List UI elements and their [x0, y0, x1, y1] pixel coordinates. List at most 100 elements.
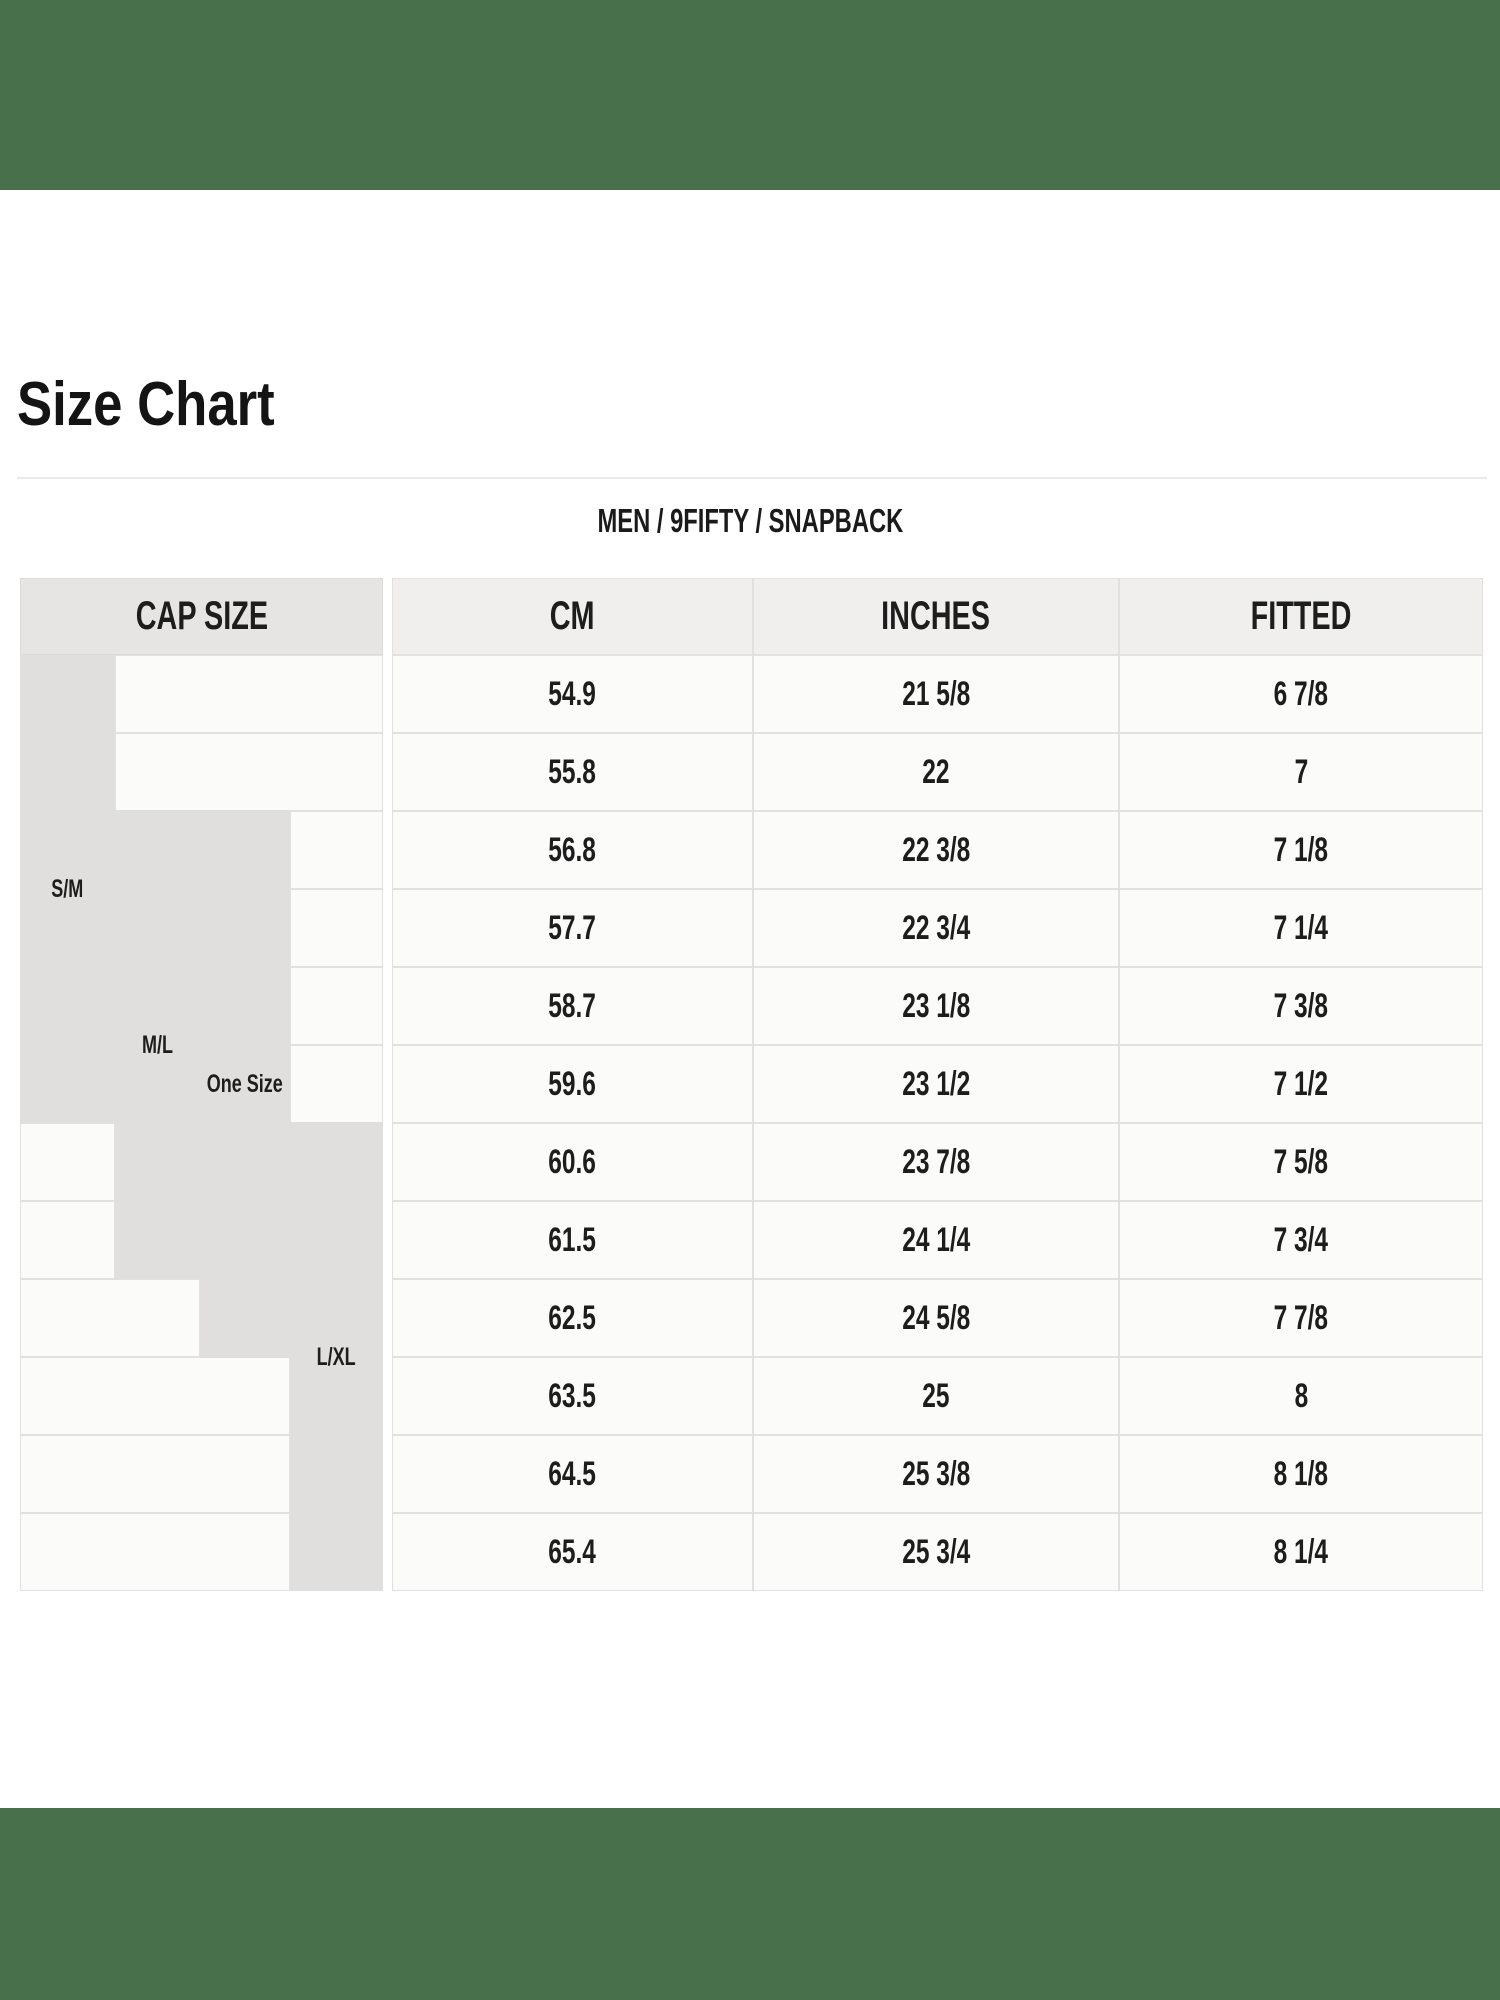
- inches-value: 24 1/4: [901, 1220, 971, 1259]
- cm-value: 56.8: [548, 830, 597, 869]
- cap-size-group-lxl: L/XL: [290, 1123, 383, 1591]
- inches-cell: 25 3/4: [753, 1513, 1119, 1591]
- inches-value: 25: [922, 1376, 950, 1415]
- column-header-cap-size: CAP SIZE: [20, 578, 383, 655]
- page-title-text: Size Chart: [17, 370, 275, 439]
- cm-value: 57.7: [548, 908, 597, 947]
- column-header-cm: CM: [392, 578, 753, 655]
- inches-cell: 23 1/8: [753, 967, 1119, 1045]
- cap-size-group-one-size: One Size: [200, 811, 290, 1357]
- inches-value: 23 7/8: [901, 1142, 971, 1181]
- cap-size-empty-cell: [290, 967, 383, 1045]
- cap-size-empty-cell: [115, 655, 383, 733]
- column-header-cm-text: CM: [550, 594, 595, 638]
- size-table: CAP SIZE CM INCHES FITTED S/M M/L One Si…: [20, 578, 1483, 1591]
- cm-cell: 65.4: [392, 1513, 753, 1591]
- cap-size-empty-cell: [20, 1279, 200, 1357]
- inches-value: 23 1/8: [901, 986, 971, 1025]
- cm-value: 61.5: [548, 1220, 597, 1259]
- bottom-green-band: [0, 1808, 1500, 2000]
- cap-size-empty-cell: [20, 1435, 290, 1513]
- title-divider: [17, 477, 1487, 479]
- cap-size-group-ml: M/L: [115, 811, 200, 1279]
- inches-cell: 24 5/8: [753, 1279, 1119, 1357]
- fitted-cell: 6 7/8: [1119, 655, 1483, 733]
- fitted-cell: 7 5/8: [1119, 1123, 1483, 1201]
- cap-size-group-one-size-label: One Size: [206, 1069, 284, 1098]
- fitted-cell: 7 3/8: [1119, 967, 1483, 1045]
- inches-cell: 22: [753, 733, 1119, 811]
- category-breadcrumb: MEN / 9FIFTY / SNAPBACK: [0, 502, 1500, 540]
- fitted-cell: 8 1/4: [1119, 1513, 1483, 1591]
- inches-value: 25 3/4: [901, 1532, 971, 1571]
- cap-size-empty-cell: [290, 811, 383, 889]
- fitted-value: 8: [1294, 1376, 1308, 1415]
- cm-cell: 59.6: [392, 1045, 753, 1123]
- cm-value: 62.5: [548, 1298, 597, 1337]
- cm-cell: 57.7: [392, 889, 753, 967]
- fitted-value: 7 7/8: [1273, 1298, 1329, 1337]
- fitted-value: 6 7/8: [1273, 674, 1329, 713]
- fitted-value: 7 3/4: [1273, 1220, 1329, 1259]
- inches-value: 22: [922, 752, 950, 791]
- cap-size-group-sm: S/M: [20, 655, 115, 1123]
- category-breadcrumb-text: MEN / 9FIFTY / SNAPBACK: [597, 502, 903, 539]
- inches-cell: 21 5/8: [753, 655, 1119, 733]
- fitted-cell: 7 7/8: [1119, 1279, 1483, 1357]
- cm-value: 55.8: [548, 752, 597, 791]
- fitted-value: 7 3/8: [1273, 986, 1329, 1025]
- column-header-fitted-text: FITTED: [1250, 594, 1352, 638]
- column-header-fitted: FITTED: [1119, 578, 1483, 655]
- cap-size-group-ml-label: M/L: [141, 1030, 173, 1059]
- column-header-inches-text: INCHES: [881, 594, 991, 638]
- fitted-cell: 7 1/8: [1119, 811, 1483, 889]
- cm-cell: 62.5: [392, 1279, 753, 1357]
- fitted-value: 8 1/8: [1273, 1454, 1329, 1493]
- fitted-cell: 7 1/2: [1119, 1045, 1483, 1123]
- cm-value: 54.9: [548, 674, 597, 713]
- inches-value: 24 5/8: [901, 1298, 971, 1337]
- cm-cell: 63.5: [392, 1357, 753, 1435]
- column-header-cap-size-text: CAP SIZE: [135, 594, 268, 638]
- cm-value: 65.4: [548, 1532, 597, 1571]
- cap-size-empty-cell: [290, 1045, 383, 1123]
- cap-size-group-lxl-label: L/XL: [316, 1342, 356, 1371]
- inches-value: 21 5/8: [901, 674, 971, 713]
- cm-value: 58.7: [548, 986, 597, 1025]
- column-header-inches: INCHES: [753, 578, 1119, 655]
- page-title: Size Chart: [17, 372, 320, 438]
- cm-value: 63.5: [548, 1376, 597, 1415]
- cap-size-empty-cell: [20, 1123, 115, 1201]
- inches-cell: 22 3/4: [753, 889, 1119, 967]
- inches-value: 25 3/8: [901, 1454, 971, 1493]
- cm-cell: 55.8: [392, 733, 753, 811]
- cm-cell: 54.9: [392, 655, 753, 733]
- fitted-value: 8 1/4: [1273, 1532, 1329, 1571]
- fitted-value: 7 1/4: [1273, 908, 1329, 947]
- inches-cell: 25 3/8: [753, 1435, 1119, 1513]
- fitted-cell: 7 1/4: [1119, 889, 1483, 967]
- inches-cell: 22 3/8: [753, 811, 1119, 889]
- inches-cell: 23 7/8: [753, 1123, 1119, 1201]
- cm-cell: 56.8: [392, 811, 753, 889]
- fitted-value: 7 5/8: [1273, 1142, 1329, 1181]
- cap-size-empty-cell: [290, 889, 383, 967]
- inches-cell: 23 1/2: [753, 1045, 1119, 1123]
- cm-value: 59.6: [548, 1064, 597, 1103]
- cap-size-empty-cell: [20, 1201, 115, 1279]
- inches-value: 22 3/8: [901, 830, 971, 869]
- fitted-value: 7 1/8: [1273, 830, 1329, 869]
- cm-cell: 58.7: [392, 967, 753, 1045]
- fitted-cell: 7 3/4: [1119, 1201, 1483, 1279]
- fitted-cell: 8: [1119, 1357, 1483, 1435]
- cap-size-empty-cell: [115, 733, 383, 811]
- inches-value: 22 3/4: [901, 908, 971, 947]
- inches-cell: 24 1/4: [753, 1201, 1119, 1279]
- cap-size-group-sm-label: S/M: [51, 874, 84, 903]
- cap-size-empty-cell: [20, 1513, 290, 1591]
- cm-cell: 61.5: [392, 1201, 753, 1279]
- inches-cell: 25: [753, 1357, 1119, 1435]
- cm-cell: 60.6: [392, 1123, 753, 1201]
- cm-cell: 64.5: [392, 1435, 753, 1513]
